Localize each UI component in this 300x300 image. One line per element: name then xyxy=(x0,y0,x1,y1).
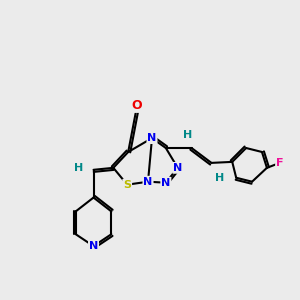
Text: H: H xyxy=(215,173,224,183)
Text: N: N xyxy=(161,178,170,188)
Text: N: N xyxy=(147,133,157,143)
Text: N: N xyxy=(89,241,98,251)
Text: F: F xyxy=(276,158,284,168)
Text: N: N xyxy=(143,177,153,187)
Text: N: N xyxy=(173,163,182,173)
Text: S: S xyxy=(123,180,131,190)
Text: H: H xyxy=(183,130,192,140)
Text: O: O xyxy=(132,99,142,112)
Text: H: H xyxy=(74,163,83,173)
